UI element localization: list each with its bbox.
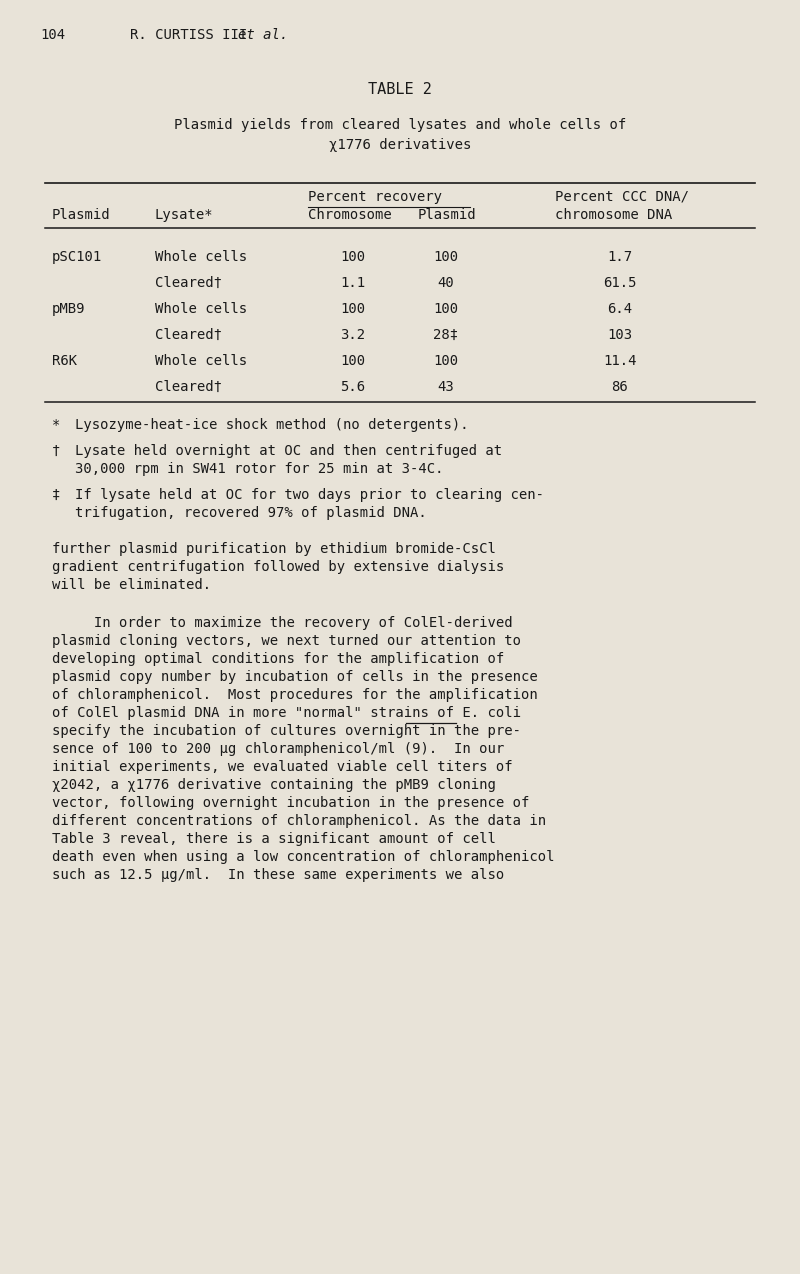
Text: trifugation, recovered 97% of plasmid DNA.: trifugation, recovered 97% of plasmid DN… (75, 506, 426, 520)
Text: *: * (52, 418, 60, 432)
Text: Lysate*: Lysate* (155, 208, 214, 222)
Text: Cleared†: Cleared† (155, 327, 222, 341)
Text: 100: 100 (341, 354, 366, 368)
Text: 1.7: 1.7 (607, 250, 633, 264)
Text: 6.4: 6.4 (607, 302, 633, 316)
Text: 86: 86 (612, 380, 628, 394)
Text: will be eliminated.: will be eliminated. (52, 578, 211, 592)
Text: Plasmid yields from cleared lysates and whole cells of: Plasmid yields from cleared lysates and … (174, 118, 626, 132)
Text: gradient centrifugation followed by extensive dialysis: gradient centrifugation followed by exte… (52, 561, 504, 575)
Text: Lysozyme-heat-ice shock method (no detergents).: Lysozyme-heat-ice shock method (no deter… (75, 418, 469, 432)
Text: 28‡: 28‡ (434, 327, 458, 341)
Text: pSC101: pSC101 (52, 250, 102, 264)
Text: Whole cells: Whole cells (155, 250, 247, 264)
Text: et al.: et al. (238, 28, 289, 42)
Text: death even when using a low concentration of chloramphenicol: death even when using a low concentratio… (52, 850, 554, 864)
Text: Whole cells: Whole cells (155, 354, 247, 368)
Text: TABLE 2: TABLE 2 (368, 82, 432, 97)
Text: χ1776 derivatives: χ1776 derivatives (329, 138, 471, 152)
Text: 100: 100 (434, 354, 458, 368)
Text: Percent recovery: Percent recovery (308, 190, 442, 204)
Text: 100: 100 (434, 250, 458, 264)
Text: χ2042, a χ1776 derivative containing the pMB9 cloning: χ2042, a χ1776 derivative containing the… (52, 778, 496, 792)
Text: 100: 100 (341, 250, 366, 264)
Text: 11.4: 11.4 (603, 354, 637, 368)
Text: of chloramphenicol.  Most procedures for the amplification: of chloramphenicol. Most procedures for … (52, 688, 538, 702)
Text: Plasmid: Plasmid (418, 208, 477, 222)
Text: 30,000 rpm in SW41 rotor for 25 min at 3-4C.: 30,000 rpm in SW41 rotor for 25 min at 3… (75, 462, 443, 476)
Text: initial experiments, we evaluated viable cell titers of: initial experiments, we evaluated viable… (52, 761, 513, 775)
Text: plasmid copy number by incubation of cells in the presence: plasmid copy number by incubation of cel… (52, 670, 538, 684)
Text: 43: 43 (438, 380, 454, 394)
Text: Cleared†: Cleared† (155, 380, 222, 394)
Text: Lysate held overnight at OC and then centrifuged at: Lysate held overnight at OC and then cen… (75, 445, 502, 457)
Text: 3.2: 3.2 (341, 327, 366, 341)
Text: 103: 103 (607, 327, 633, 341)
Text: sence of 100 to 200 μg chloramphenicol/ml (9).  In our: sence of 100 to 200 μg chloramphenicol/m… (52, 741, 504, 755)
Text: ‡: ‡ (52, 488, 60, 502)
Text: 61.5: 61.5 (603, 276, 637, 290)
Text: 100: 100 (434, 302, 458, 316)
Text: vector, following overnight incubation in the presence of: vector, following overnight incubation i… (52, 796, 530, 810)
Text: 104: 104 (40, 28, 65, 42)
Text: 1.1: 1.1 (341, 276, 366, 290)
Text: chromosome DNA: chromosome DNA (555, 208, 672, 222)
Text: Whole cells: Whole cells (155, 302, 247, 316)
Text: Plasmid: Plasmid (52, 208, 110, 222)
Text: developing optimal conditions for the amplification of: developing optimal conditions for the am… (52, 652, 504, 666)
Text: specify the incubation of cultures overnight in the pre-: specify the incubation of cultures overn… (52, 724, 521, 738)
Text: further plasmid purification by ethidium bromide-CsCl: further plasmid purification by ethidium… (52, 541, 496, 555)
Text: such as 12.5 μg/ml.  In these same experiments we also: such as 12.5 μg/ml. In these same experi… (52, 868, 504, 882)
Text: †: † (52, 445, 60, 457)
Text: Table 3 reveal, there is a significant amount of cell: Table 3 reveal, there is a significant a… (52, 832, 496, 846)
Text: In order to maximize the recovery of ColEl-derived: In order to maximize the recovery of Col… (52, 617, 513, 631)
Text: Percent CCC DNA/: Percent CCC DNA/ (555, 190, 689, 204)
Text: Cleared†: Cleared† (155, 276, 222, 290)
Text: different concentrations of chloramphenicol. As the data in: different concentrations of chlorampheni… (52, 814, 546, 828)
Text: R6K: R6K (52, 354, 77, 368)
Text: R. CURTISS III: R. CURTISS III (130, 28, 256, 42)
Text: If lysate held at OC for two days prior to clearing cen-: If lysate held at OC for two days prior … (75, 488, 544, 502)
Text: pMB9: pMB9 (52, 302, 86, 316)
Text: Chromosome: Chromosome (308, 208, 392, 222)
Text: 100: 100 (341, 302, 366, 316)
Text: of ColEl plasmid DNA in more "normal" strains of E. coli: of ColEl plasmid DNA in more "normal" st… (52, 706, 521, 720)
Text: 5.6: 5.6 (341, 380, 366, 394)
Text: 40: 40 (438, 276, 454, 290)
Text: plasmid cloning vectors, we next turned our attention to: plasmid cloning vectors, we next turned … (52, 634, 521, 648)
